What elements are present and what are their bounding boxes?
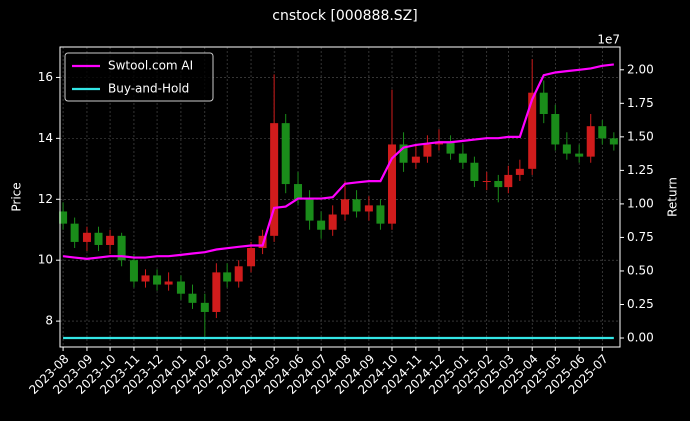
candle-body <box>609 138 618 145</box>
y-tick-label: 14 <box>38 131 53 145</box>
candle-body <box>539 92 548 115</box>
candle-body <box>364 205 373 212</box>
candle-body <box>117 235 126 261</box>
candle-body <box>305 199 314 221</box>
candle-body <box>575 153 584 157</box>
y2-offset-label: 1e7 <box>597 33 620 47</box>
candle-body <box>164 281 173 285</box>
candle-body <box>446 141 455 154</box>
candle-body <box>141 275 150 282</box>
candle-body <box>106 235 115 245</box>
candle-body <box>528 92 537 169</box>
y-axis-label: Price <box>10 182 24 211</box>
y-tick-label: 8 <box>45 314 53 328</box>
candle-body <box>598 126 607 139</box>
candle-body <box>234 266 243 282</box>
candle-body <box>458 153 467 163</box>
candle-body <box>129 260 138 282</box>
candle-body <box>411 156 420 163</box>
candle-body <box>317 220 326 230</box>
y2-tick-label: 0.50 <box>627 263 654 277</box>
candle-body <box>82 232 91 242</box>
candle-body <box>294 184 303 200</box>
candle-body <box>387 144 396 224</box>
y-tick-label: 16 <box>38 70 53 84</box>
candle-body <box>176 281 185 294</box>
y2-tick-label: 0.25 <box>627 297 654 311</box>
candle-body <box>376 205 385 224</box>
candle-body <box>212 272 221 312</box>
candle-body <box>562 144 571 154</box>
candle-body <box>59 211 68 224</box>
candle-body <box>482 181 491 183</box>
candle-body <box>494 181 503 188</box>
candle-body <box>515 168 524 175</box>
candle-body <box>504 174 513 188</box>
y-tick-label: 10 <box>38 253 53 267</box>
legend-box <box>64 52 214 102</box>
y2-tick-label: 1.25 <box>627 163 654 177</box>
y2-tick-label: 1.00 <box>627 196 654 210</box>
candle-body <box>200 302 209 312</box>
candle-body <box>94 232 103 245</box>
candle-body <box>586 126 595 157</box>
candle-body <box>352 199 361 212</box>
candle-body <box>551 114 560 145</box>
y2-tick-label: 1.50 <box>627 129 654 143</box>
candle-body <box>188 293 197 303</box>
candle-body <box>153 275 162 285</box>
candle-body <box>281 123 290 185</box>
candle-body <box>399 144 408 163</box>
y2-tick-label: 2.00 <box>627 62 654 76</box>
candle-body <box>423 144 432 157</box>
chart-title: cnstock [000888.SZ] <box>272 8 417 24</box>
candle-body <box>270 123 279 236</box>
y2-tick-label: 1.75 <box>627 96 654 110</box>
candle-body <box>341 199 350 215</box>
legend-label: Swtool.com AI <box>108 59 193 73</box>
series-line <box>62 63 614 260</box>
plot-frame <box>59 46 621 348</box>
candle-body <box>470 162 479 182</box>
candle-body <box>328 214 337 230</box>
y-tick-label: 12 <box>38 192 53 206</box>
candle-body <box>247 248 256 267</box>
candle-body <box>223 272 232 282</box>
legend: Swtool.com AI Buy-and-Hold <box>64 52 214 102</box>
y2-tick-label: 0.75 <box>627 230 654 244</box>
y2-tick-label: 0.00 <box>627 331 654 345</box>
candle-body <box>70 223 79 242</box>
y2-axis-label: Return <box>666 177 680 217</box>
legend-label: Buy-and-Hold <box>108 82 189 96</box>
